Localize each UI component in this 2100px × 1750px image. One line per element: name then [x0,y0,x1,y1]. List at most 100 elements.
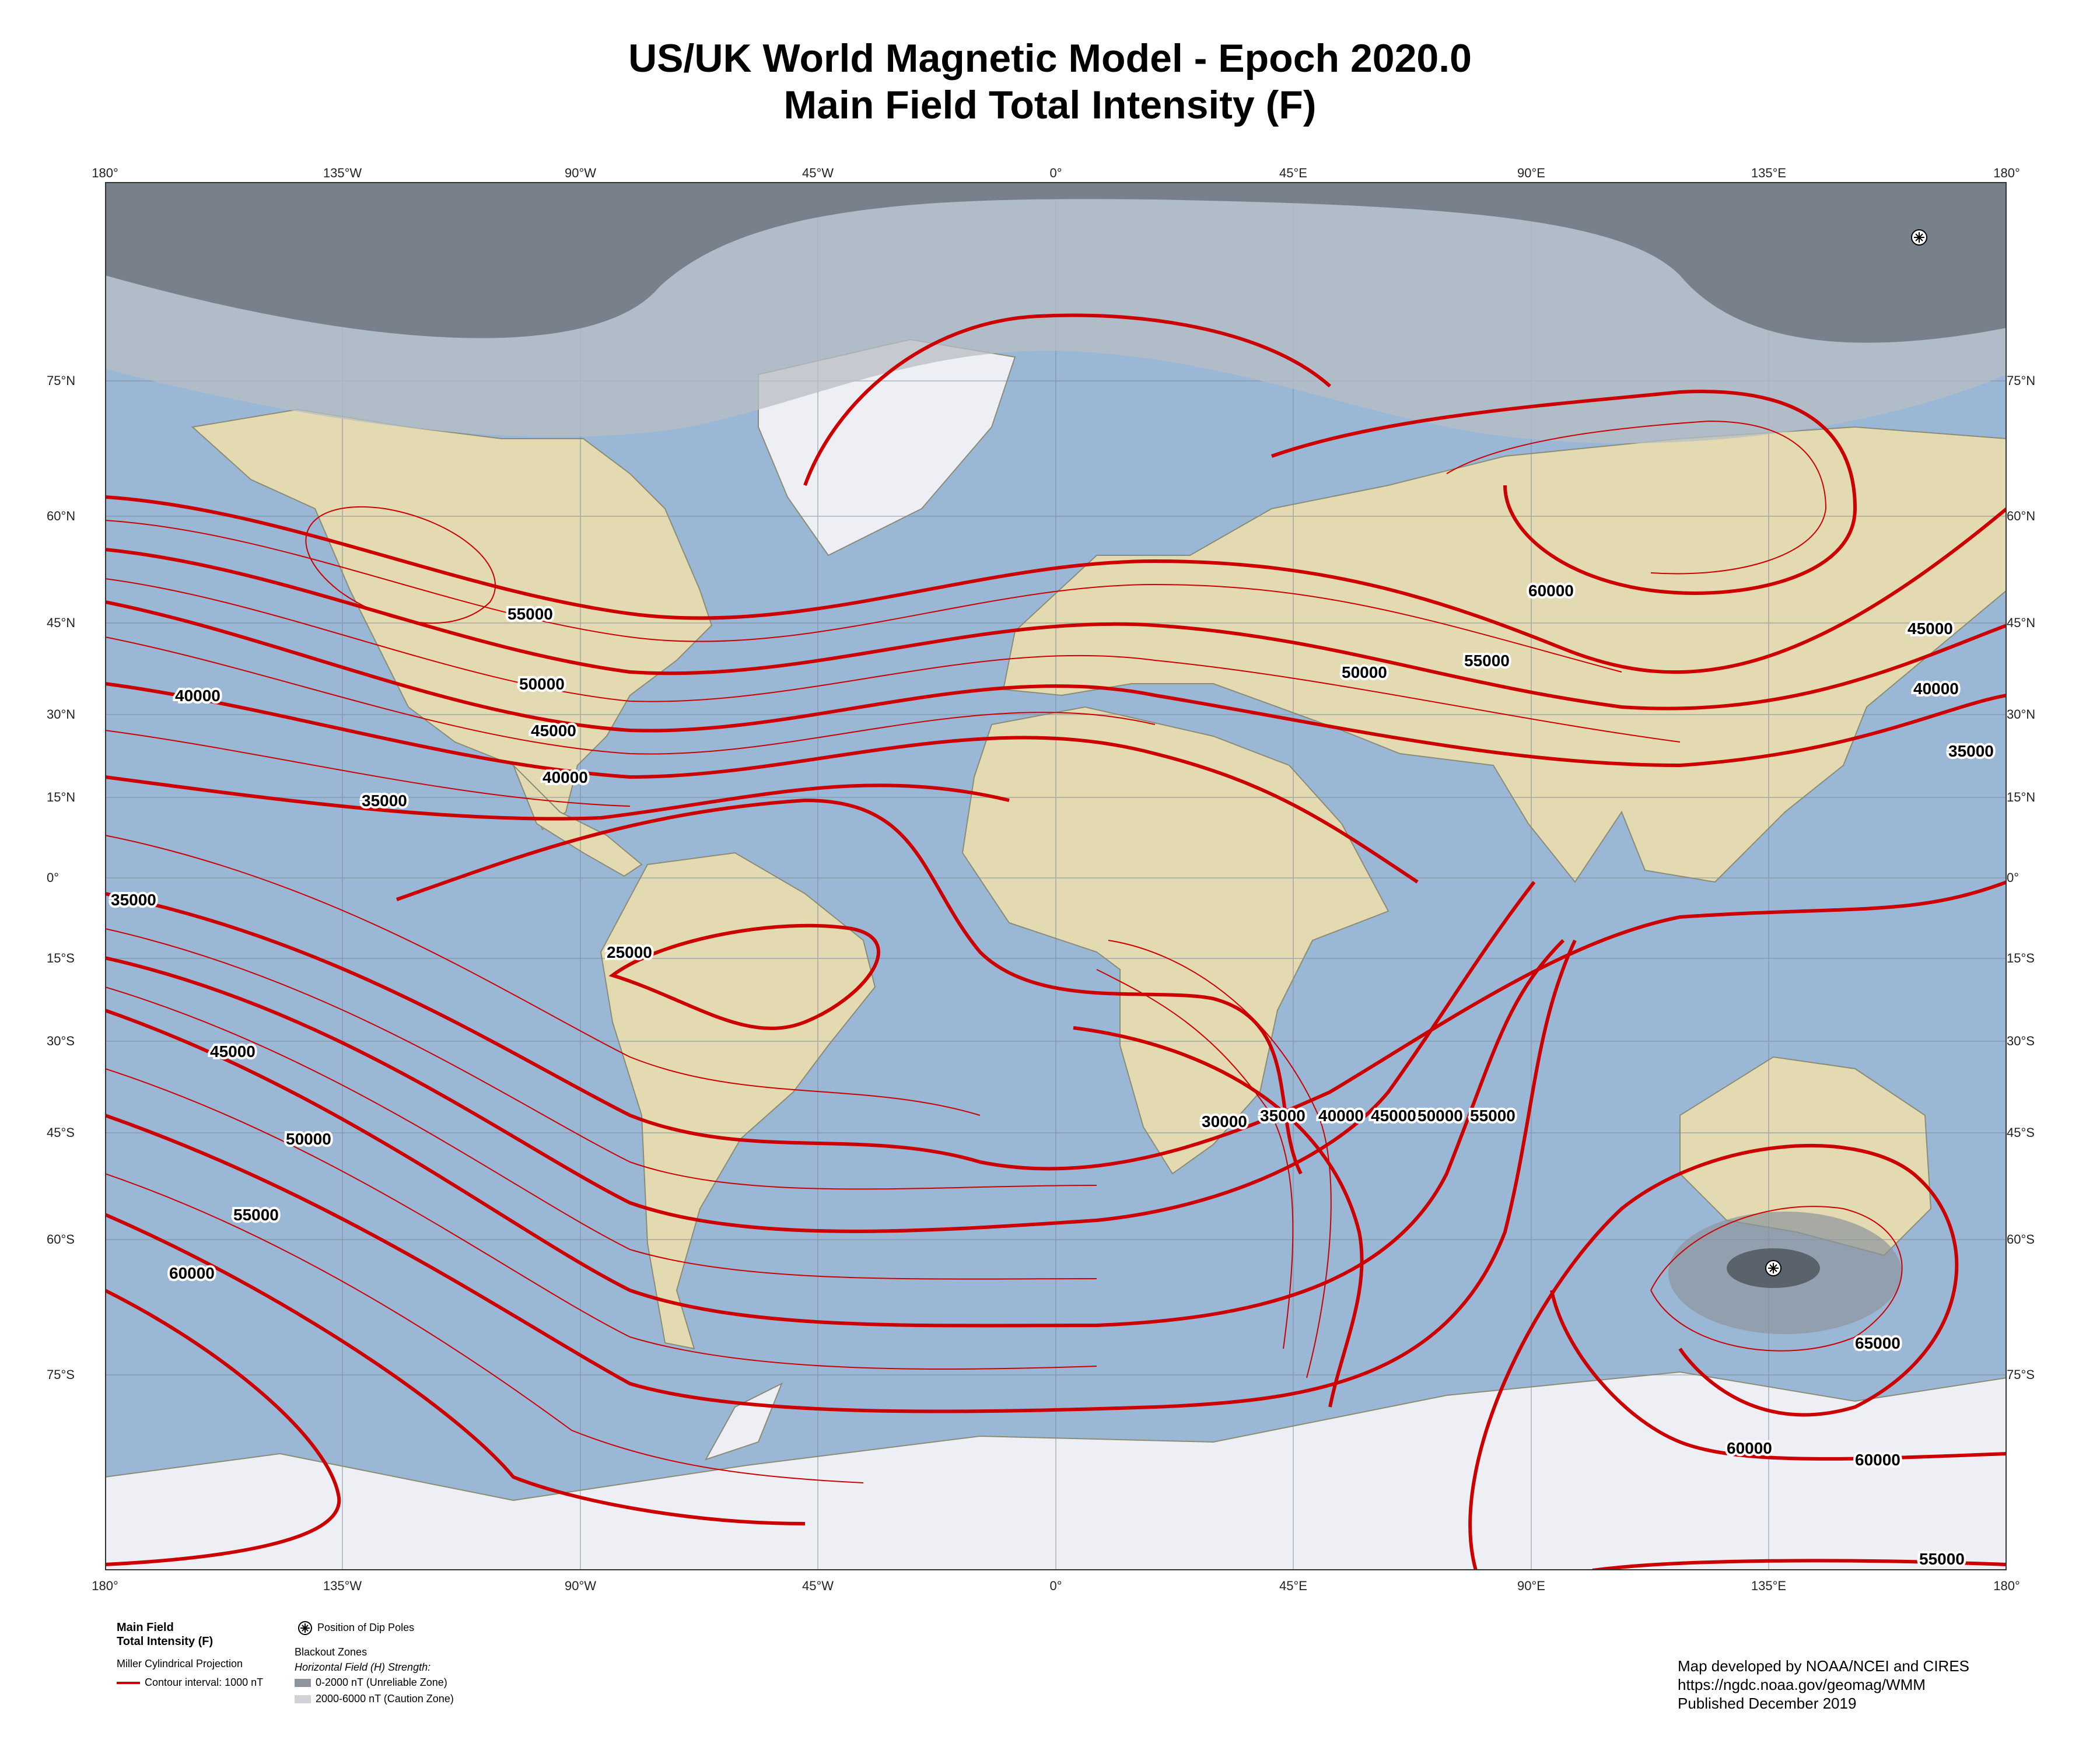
contour-label: 40000 [1913,680,1959,698]
contour-label: 60000 [169,1264,215,1282]
lon-tick-top: 45°W [802,166,834,180]
contour-label: 45000 [210,1042,256,1060]
world-map: 55000 50000 45000 40000 35000 40000 6000… [105,182,2007,1570]
contour-label: 35000 [1260,1107,1306,1125]
lat-tick-right: 30°S [2007,1034,2035,1048]
australia [1679,1056,1932,1256]
lon-tick-bottom: 45°E [1279,1578,1307,1593]
legend-contour-interval: Contour interval: 1000 nT [117,1675,263,1689]
dip-pole-icon [298,1621,312,1636]
legend-projection: Miller Cylindrical Projection [117,1658,243,1670]
lat-tick-left: 45°S [47,1125,75,1140]
lat-tick-right: 15°N [2007,790,2036,804]
legend-heading: Main Field Total Intensity (F) [117,1620,213,1648]
caution-zone-swatch [295,1695,311,1704]
contour-label: 55000 [508,605,553,623]
contour-label: 40000 [175,687,220,705]
credits-line1: Map developed by NOAA/NCEI and CIRES [1678,1657,1970,1675]
contour-label: 60000 [1727,1439,1772,1457]
lon-tick-top: 90°E [1517,166,1545,180]
contour-labels: 55000 50000 45000 40000 35000 40000 6000… [108,579,1996,1570]
map-subtitle: Main Field Total Intensity (F) [783,83,1317,127]
legend-dip-poles: Position of Dip Poles [298,1620,414,1636]
lon-tick-bottom: 135°W [323,1578,362,1593]
legend-unreliable-zone: 0-2000 nT (Unreliable Zone) [295,1675,447,1689]
lat-tick-right: 45°N [2007,615,2036,630]
lat-tick-left: 60°N [47,509,76,523]
contour-label: 60000 [1528,582,1574,600]
dip-pole-icon [1765,1260,1782,1276]
contour-label: 55000 [233,1206,279,1224]
contour-label: 55000 [1919,1550,1965,1568]
lat-tick-left: 45°N [47,615,76,630]
lat-tick-right: 75°N [2007,373,2036,388]
contour-label: 35000 [1948,742,1994,760]
lat-tick-left: 15°N [47,790,76,804]
legend-caution-zone: 2000-6000 nT (Caution Zone) [295,1692,454,1706]
legend-blackout-title: Blackout Zones [295,1646,368,1658]
contour-label: 45000 [531,722,576,740]
lon-tick-top: 180° [1993,166,2020,180]
map-title: US/UK World Magnetic Model - Epoch 2020.… [628,36,1472,80]
contour-lines [105,313,2007,1570]
lon-tick-top: 135°W [323,166,362,180]
lon-tick-top: 180° [92,166,118,180]
eurasia [1002,426,2007,883]
lon-tick-bottom: 45°W [802,1578,834,1593]
contour-label: 35000 [362,792,407,810]
contour-label: 50000 [1418,1107,1463,1125]
lat-tick-left: 0° [47,870,60,885]
credits: Map developed by NOAA/NCEI and CIRES htt… [1678,1657,1969,1713]
lat-tick-left: 15°S [47,951,75,965]
lon-tick-bottom: 135°E [1751,1578,1787,1593]
legend-contour-interval-text: Contour interval: 1000 nT [145,1676,264,1688]
contour-label: 60000 [1855,1451,1901,1469]
contour-label: 55000 [1470,1107,1516,1125]
legend-dip-poles-text: Position of Dip Poles [317,1622,415,1633]
antarctic-peninsula [704,1382,783,1461]
lat-tick-right: 30°N [2007,707,2036,722]
contour-label: 25000 [607,943,652,961]
lon-tick-bottom: 90°E [1517,1578,1545,1593]
lat-tick-right: 15°S [2007,951,2035,965]
contour-label: 50000 [286,1130,331,1148]
unreliable-zone-swatch [295,1679,311,1688]
unreliable-zone-north [105,182,2007,343]
lon-tick-top: 90°W [564,166,597,180]
credits-line2: https://ngdc.noaa.gov/geomag/WMM [1678,1676,1926,1693]
lon-tick-bottom: 90°W [564,1578,597,1593]
lat-tick-left: 75°S [47,1367,75,1382]
contour-label: 45000 [1908,620,1953,638]
contour-line-swatch [117,1682,140,1685]
legend-heading-line1: Main Field [117,1621,174,1634]
dip-pole-icon [1911,229,1927,246]
lat-tick-right: 60°S [2007,1232,2035,1247]
contour-label: 50000 [519,675,565,693]
lon-tick-top: 135°E [1751,166,1787,180]
lat-tick-left: 30°S [47,1034,75,1048]
lon-tick-bottom: 0° [1049,1578,1062,1593]
contour-label: 35000 [111,891,156,909]
lat-tick-right: 60°N [2007,509,2036,523]
contour-label: 55000 [1464,652,1510,670]
legend-unreliable-text: 0-2000 nT (Unreliable Zone) [316,1676,447,1688]
lon-tick-bottom: 180° [92,1578,118,1593]
contour-label: 50000 [1342,663,1387,681]
legend-blackout-subtitle: Horizontal Field (H) Strength: [295,1661,431,1673]
contour-label: 30000 [1202,1112,1247,1130]
lat-tick-right: 0° [2007,870,2020,885]
lon-tick-top: 45°E [1279,166,1307,180]
credits-line3: Published December 2019 [1678,1695,1857,1712]
legend-caution-text: 2000-6000 nT (Caution Zone) [316,1693,454,1704]
contour-label: 65000 [1855,1334,1901,1352]
lat-tick-left: 60°S [47,1232,75,1247]
contour-label: 40000 [1318,1107,1364,1125]
legend-heading-line2: Total Intensity (F) [117,1635,214,1648]
africa [961,706,1390,1175]
lon-tick-bottom: 180° [1993,1578,2020,1593]
south-america [600,852,876,1350]
lon-tick-top: 0° [1049,166,1062,180]
lat-tick-left: 75°N [47,373,76,388]
lat-tick-left: 30°N [47,707,76,722]
central-america [513,765,643,877]
